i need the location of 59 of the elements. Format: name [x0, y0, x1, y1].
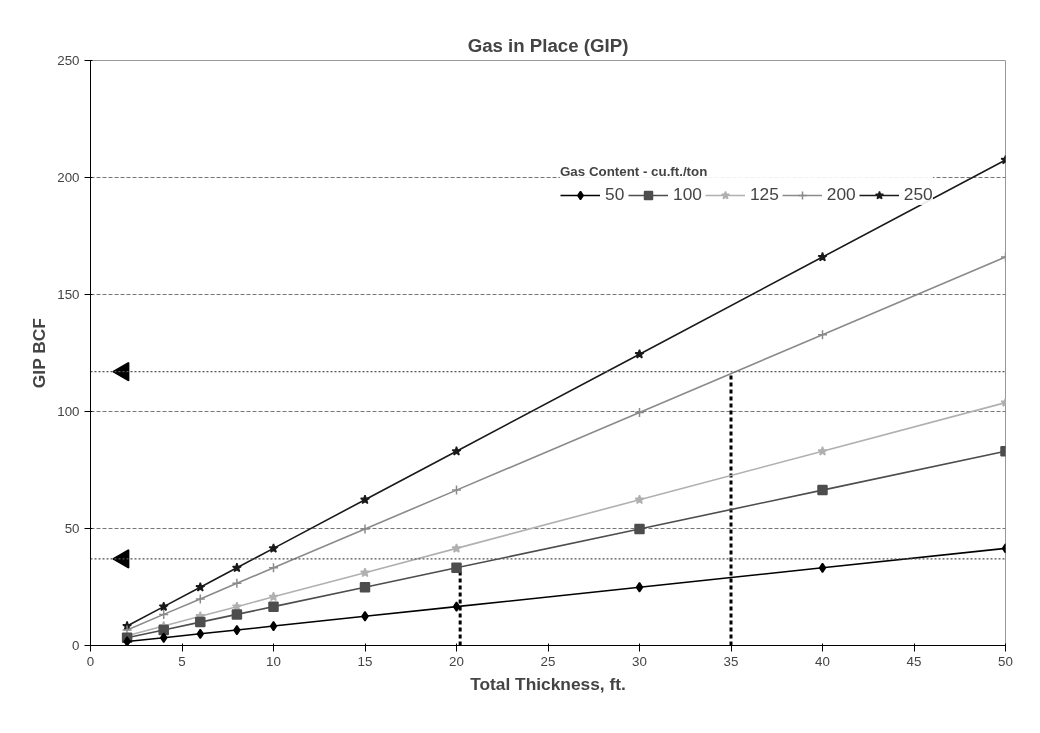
y-tick-label: 50	[64, 521, 80, 536]
point	[634, 523, 645, 535]
x-tick-label: 35	[723, 653, 739, 669]
x-tick-label: 50	[998, 653, 1013, 669]
point	[359, 581, 371, 593]
point	[123, 636, 131, 646]
y-tick-label: 100	[57, 404, 80, 419]
x-tick-label: 25	[540, 653, 556, 669]
x-tick-label: 0	[86, 653, 95, 669]
point	[817, 446, 828, 456]
point	[159, 632, 168, 644]
point	[231, 609, 243, 620]
point	[158, 624, 169, 636]
point	[452, 601, 461, 612]
point	[196, 628, 205, 640]
x-tick-label: 20	[449, 653, 464, 669]
point	[195, 593, 206, 605]
y-tick-label: 0	[72, 638, 80, 653]
point	[359, 494, 371, 505]
point	[195, 616, 206, 628]
x-tick-label: 45	[906, 653, 922, 669]
point	[268, 562, 279, 574]
legend-title: Gas Content - cu.ft./ton	[560, 164, 709, 179]
y-tick-label: 250	[57, 53, 80, 68]
x-tick-label: 40	[815, 653, 830, 669]
x-tick-label: 30	[632, 653, 647, 669]
point	[268, 591, 279, 602]
chart-title: Gas in Place (GIP)	[467, 34, 629, 56]
point	[817, 484, 828, 496]
x-tick-label: 5	[178, 653, 186, 669]
point	[268, 601, 279, 612]
point	[361, 611, 369, 622]
legend-label: 250	[903, 184, 933, 205]
point	[451, 446, 462, 456]
point	[818, 562, 827, 574]
y-tick-label: 200	[57, 170, 80, 185]
point	[359, 523, 371, 535]
legend-label: 125	[749, 184, 779, 205]
point	[451, 543, 462, 553]
x-tick-label: 15	[357, 653, 373, 669]
y-tick-label: 150	[57, 287, 80, 302]
y-axis-title: GIP BCF	[29, 318, 50, 389]
x-axis-title: Total Thickness, ft.	[470, 673, 626, 694]
legend-label: 200	[826, 184, 856, 205]
point	[268, 543, 279, 553]
point	[634, 348, 645, 359]
point	[158, 601, 169, 612]
point	[635, 581, 644, 593]
point	[817, 251, 828, 262]
point	[195, 581, 206, 592]
point	[231, 562, 242, 573]
point	[451, 484, 462, 496]
legend-label: 50	[605, 184, 625, 205]
point	[451, 562, 462, 574]
point	[269, 620, 278, 632]
point	[231, 578, 243, 589]
legend-label: 100	[673, 184, 702, 205]
x-tick-label: 10	[266, 653, 281, 669]
point	[359, 567, 371, 578]
